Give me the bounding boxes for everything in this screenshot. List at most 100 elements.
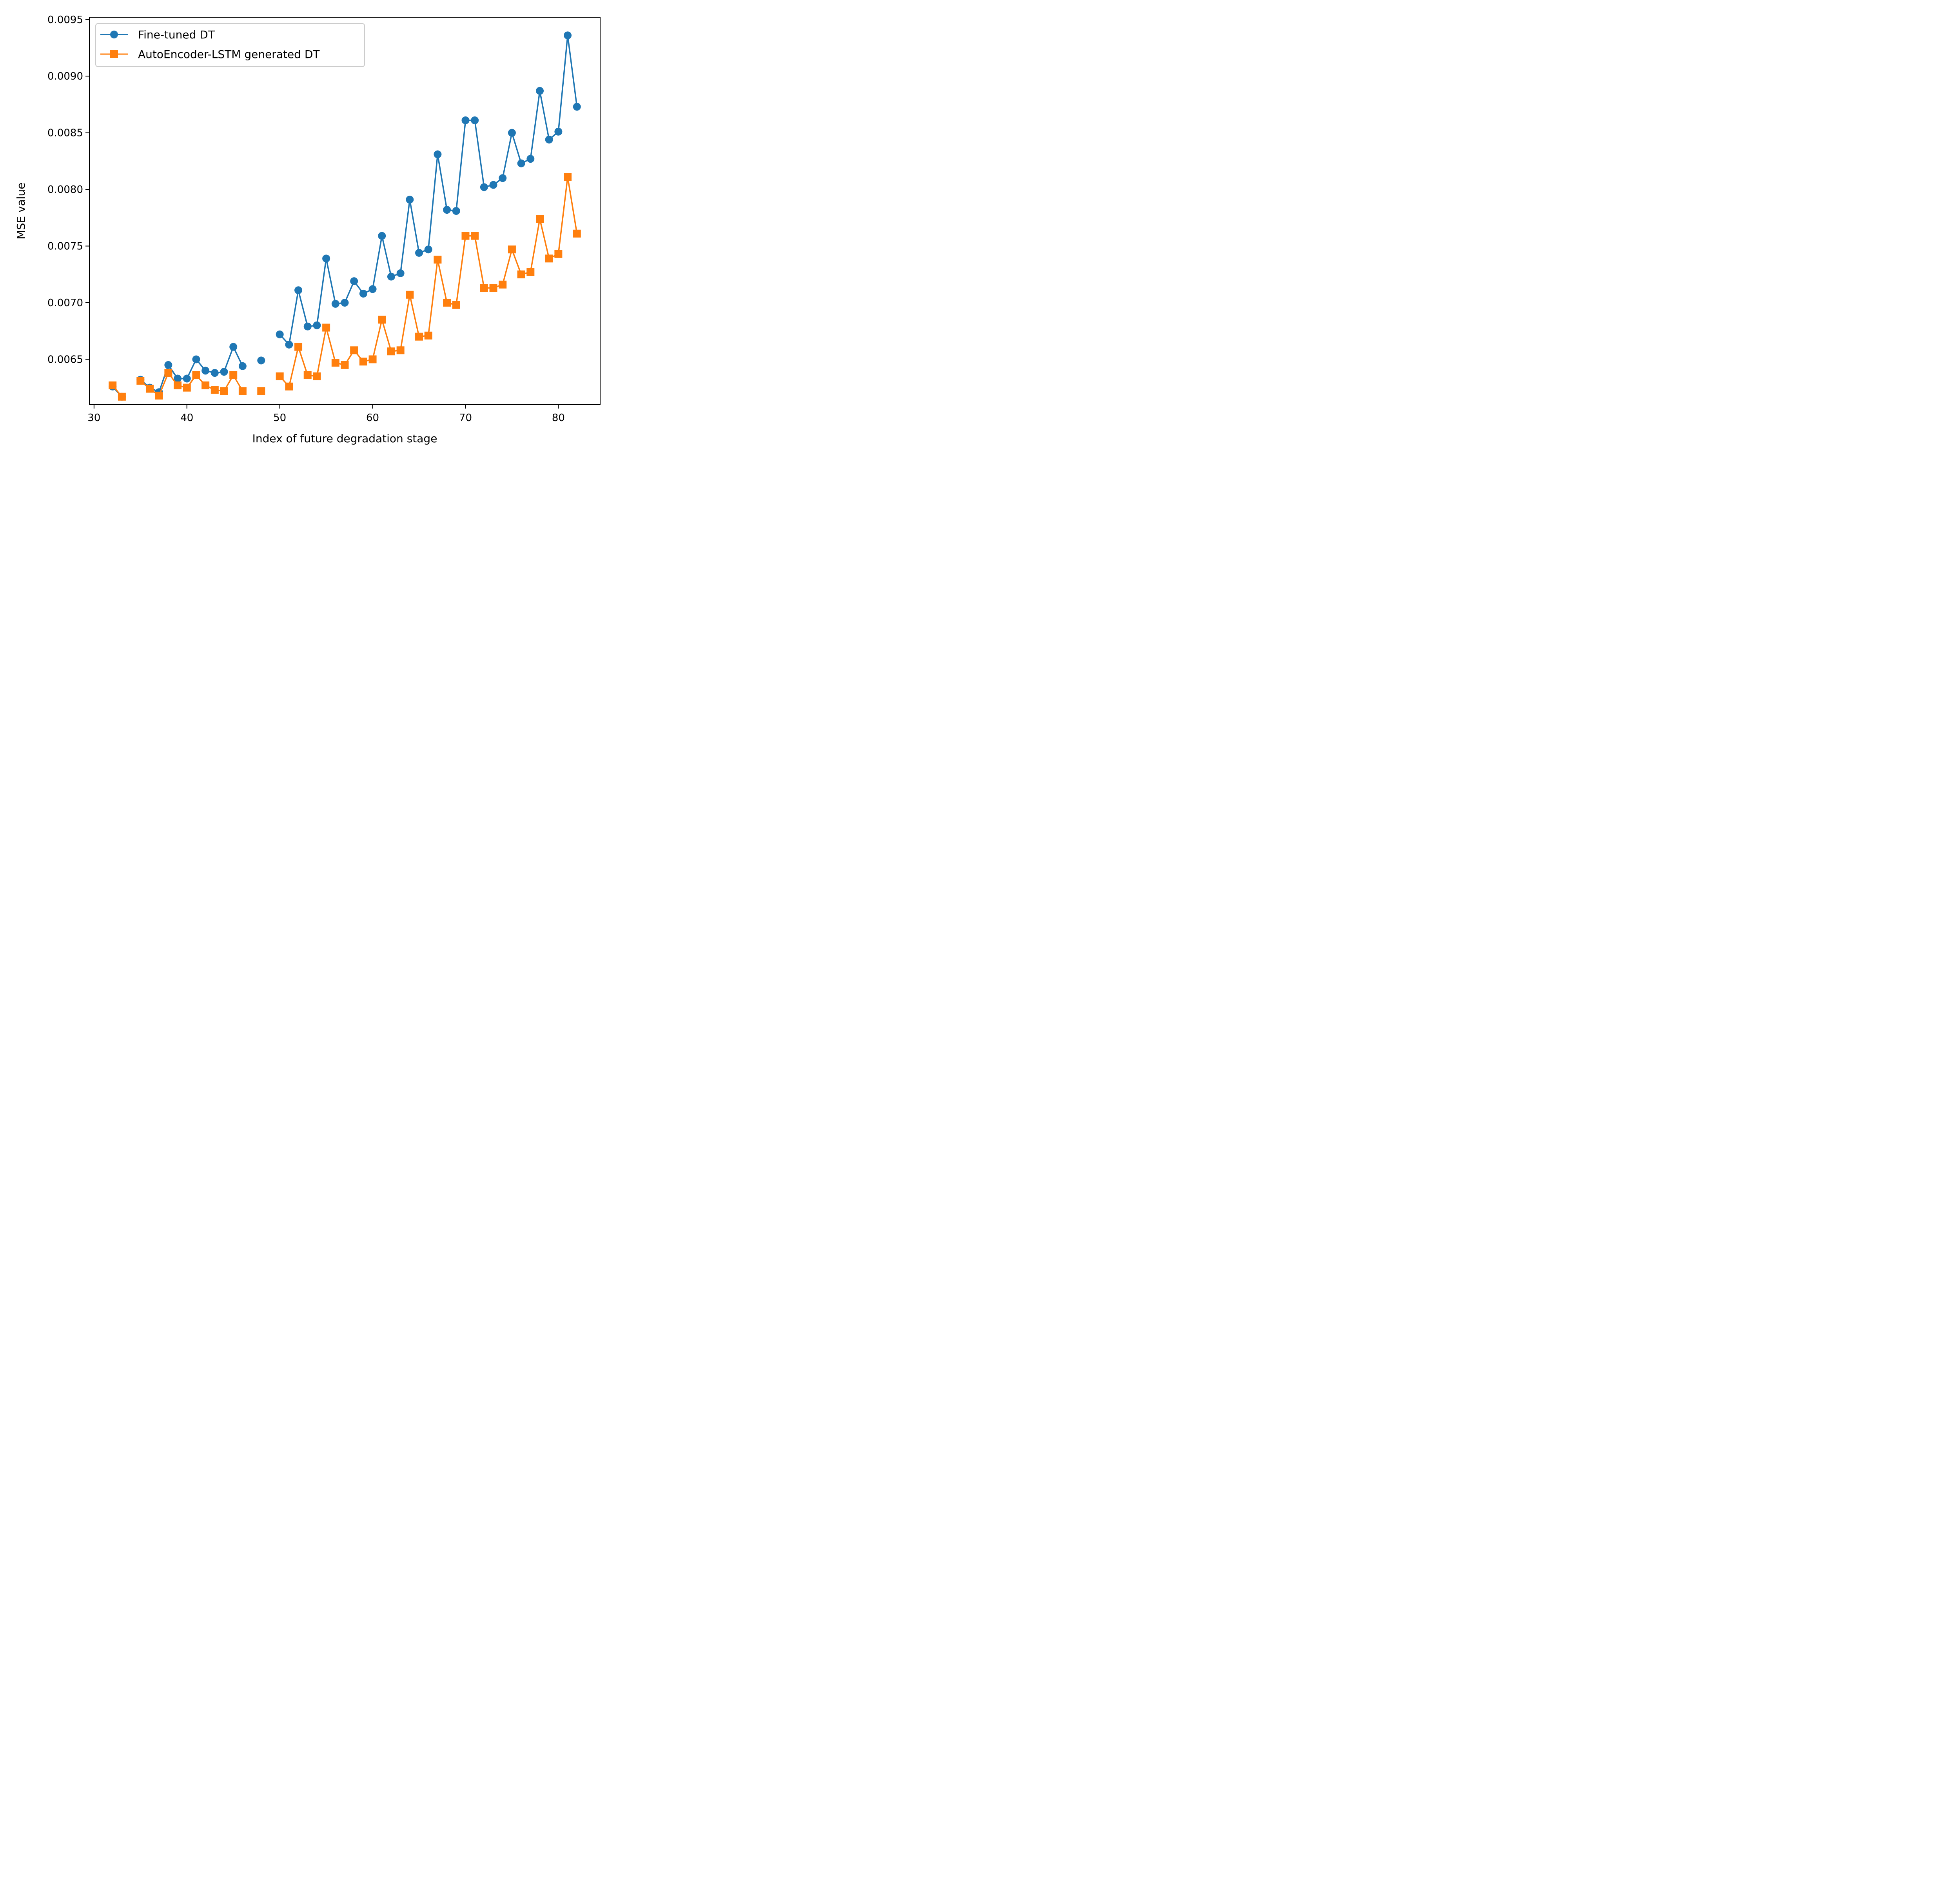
y-tick-label: 0.0080 xyxy=(47,184,83,196)
data-point xyxy=(276,372,284,380)
series-line xyxy=(279,176,578,387)
data-point xyxy=(276,330,284,338)
data-point xyxy=(378,232,386,240)
data-point xyxy=(471,232,479,240)
data-point xyxy=(406,196,414,204)
series-autoencoder-lstm-dt xyxy=(109,173,581,401)
data-point xyxy=(313,321,321,329)
data-point xyxy=(499,174,507,182)
legend-entry-fine-tuned-dt: Fine-tuned DT xyxy=(100,28,215,41)
data-point xyxy=(545,254,553,263)
data-point xyxy=(331,300,339,308)
legend-marker-fine-tuned-dt xyxy=(110,31,118,38)
data-point xyxy=(387,347,395,356)
data-point xyxy=(183,374,191,383)
data-point xyxy=(554,250,563,258)
data-point xyxy=(350,346,358,354)
data-point xyxy=(136,377,145,385)
data-point xyxy=(313,372,321,380)
data-point xyxy=(331,359,339,367)
x-tick-label: 60 xyxy=(366,412,379,424)
x-tick-label: 30 xyxy=(87,412,100,424)
data-point xyxy=(257,356,265,365)
y-tick-label: 0.0075 xyxy=(47,241,83,253)
data-point xyxy=(573,229,581,238)
data-point xyxy=(294,343,303,351)
data-point xyxy=(183,383,191,392)
data-point xyxy=(174,374,182,383)
data-point xyxy=(322,323,330,332)
data-point xyxy=(406,291,414,299)
data-point xyxy=(350,277,358,285)
data-point xyxy=(545,136,553,144)
x-tick-label: 80 xyxy=(552,412,565,424)
series-fine-tuned-dt xyxy=(109,31,581,401)
data-point xyxy=(303,371,312,379)
data-point xyxy=(359,289,367,298)
data-point xyxy=(238,387,247,395)
data-point xyxy=(471,116,479,124)
data-point xyxy=(480,183,488,191)
data-point xyxy=(499,280,507,289)
data-point xyxy=(285,382,293,391)
data-point xyxy=(285,340,293,349)
axes-frame xyxy=(89,17,601,405)
legend-entry-autoencoder-lstm-dt: AutoEncoder-LSTM generated DT xyxy=(100,48,320,61)
x-axis: 30 40 50 60 70 80 xyxy=(87,405,565,424)
y-tick-label: 0.0070 xyxy=(47,297,83,309)
data-point xyxy=(489,181,497,189)
data-point xyxy=(564,173,572,181)
data-point xyxy=(508,245,516,254)
data-point xyxy=(257,387,265,395)
data-point xyxy=(229,343,238,351)
data-point xyxy=(536,87,544,95)
data-point xyxy=(443,206,451,214)
y-tick-label: 0.0065 xyxy=(47,354,83,365)
series-line xyxy=(279,35,578,345)
data-point xyxy=(201,367,210,375)
plot-area xyxy=(109,31,581,401)
data-point xyxy=(415,249,423,257)
data-point xyxy=(434,150,442,158)
data-point xyxy=(201,381,210,389)
data-point xyxy=(220,368,228,376)
data-point xyxy=(303,322,312,331)
data-point xyxy=(322,254,330,263)
data-point xyxy=(461,232,470,240)
data-point xyxy=(396,346,405,354)
legend: Fine-tuned DT AutoEncoder-LSTM generated… xyxy=(95,23,365,67)
data-point xyxy=(536,215,544,223)
data-point xyxy=(164,369,172,377)
data-point xyxy=(573,103,581,111)
data-point xyxy=(192,371,200,379)
data-point xyxy=(341,299,349,307)
data-point xyxy=(517,270,525,278)
y-axis: 0.0065 0.0070 0.0075 0.0080 0.0085 0.0090 0.00… xyxy=(47,14,89,365)
data-point xyxy=(341,361,349,369)
data-point xyxy=(564,31,572,40)
data-point xyxy=(164,361,172,369)
data-point xyxy=(424,245,432,254)
legend-marker-autoencoder-lstm-dt xyxy=(110,50,118,58)
data-point xyxy=(238,362,247,370)
data-point xyxy=(368,355,377,363)
data-point xyxy=(220,387,228,395)
data-point xyxy=(378,316,386,324)
y-axis-label: MSE value xyxy=(15,182,27,239)
data-point xyxy=(359,358,367,366)
x-tick-label: 40 xyxy=(180,412,193,424)
data-point xyxy=(294,286,303,294)
data-point xyxy=(145,385,154,393)
data-point xyxy=(415,332,423,341)
data-point xyxy=(174,381,182,389)
y-tick-label: 0.0085 xyxy=(47,127,83,139)
legend-label-autoencoder-lstm-dt: AutoEncoder-LSTM generated DT xyxy=(138,48,320,61)
data-point xyxy=(424,331,432,340)
data-point xyxy=(526,268,535,276)
legend-label-fine-tuned-dt: Fine-tuned DT xyxy=(138,28,215,41)
data-point xyxy=(461,116,470,124)
line-chart: 30 40 50 60 70 80 0.00650.00700.00750.00800.0… xyxy=(15,14,601,445)
data-point xyxy=(396,269,405,277)
legend-box xyxy=(95,23,365,67)
data-point xyxy=(192,355,200,363)
